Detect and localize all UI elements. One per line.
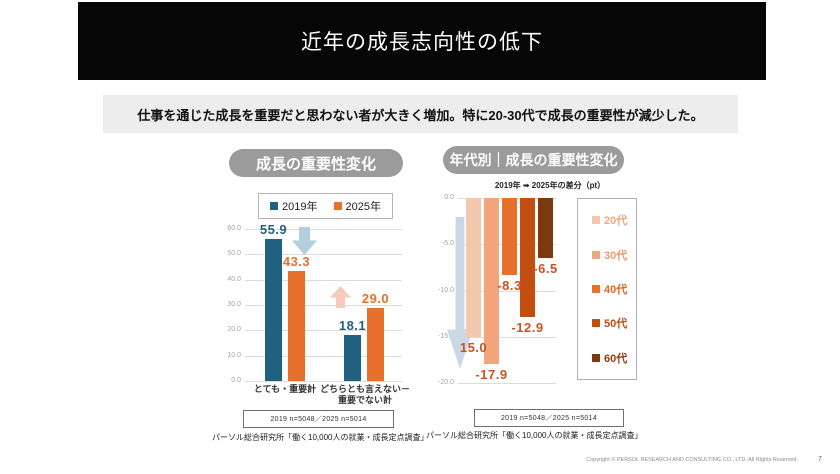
- legend-swatch: [333, 202, 342, 210]
- y-tick-label: 40.0: [227, 275, 241, 283]
- slide-header: 近年の成長志向性の低下: [78, 2, 766, 80]
- legend-item: 30代: [592, 247, 636, 263]
- chart-b-sample-note: 2019 n=5048／2025 n=5014: [474, 409, 624, 427]
- gridline: [245, 279, 402, 281]
- legend-item: 2019年: [270, 198, 318, 214]
- legend-swatch: [592, 353, 600, 362]
- bar-2019年: [344, 335, 361, 381]
- legend-label: 50代: [604, 318, 628, 331]
- chart-b-source: パーソル総合研究所「働く10,000人の就業・成長定点調査」: [426, 431, 643, 440]
- category-label: とても・重要計: [253, 384, 317, 394]
- gridline: [245, 229, 402, 230]
- chart-a-plot: 60.0 50.0 40.0 30.0 20.0 10.0 0.0 55.9 18.1 43.3 2…: [227, 222, 410, 405]
- value-label: -8.3: [497, 277, 522, 293]
- value-label: 15.0: [459, 339, 488, 355]
- gridline: [245, 305, 402, 306]
- value-label: 18.1: [338, 318, 367, 334]
- legend-swatch: [592, 284, 600, 293]
- y-tick-label: 10.0: [227, 351, 241, 359]
- bar-30代: [484, 198, 499, 364]
- decrease-arrow-icon: [292, 227, 317, 255]
- y-tick-label: 60.0: [227, 225, 241, 232]
- value-label: 43.3: [282, 254, 311, 270]
- chart-a-title-pill: 成長の重要性変化: [229, 149, 403, 177]
- value-label: -6.5: [533, 261, 558, 277]
- bar-2025年: [367, 307, 384, 381]
- value-label: -12.9: [511, 320, 544, 336]
- y-tick-label: 30.0: [227, 301, 241, 308]
- y-tick-label: 0.0: [231, 377, 241, 384]
- legend-item: 2025年: [333, 198, 381, 214]
- legend-swatch: [592, 216, 600, 225]
- gridline: [245, 330, 402, 332]
- y-tick-label: 20.0: [227, 326, 241, 334]
- bar-20代: [466, 198, 481, 337]
- legend-label: 40代: [604, 283, 628, 296]
- y-tick-label: -10.0: [438, 286, 454, 294]
- legend-swatch: [270, 202, 279, 210]
- gridline: [458, 336, 556, 338]
- chart-a-source: パーソル総合研究所「働く10,000人の就業・成長定点調査」: [212, 433, 429, 442]
- bar-40代: [502, 198, 517, 275]
- y-tick-label: -20.0: [438, 379, 454, 386]
- chart-b-subtitle: 2019年 ➡ 2025年の差分（pt）: [494, 181, 606, 190]
- value-label: 29.0: [361, 290, 390, 306]
- bar-2019年: [265, 239, 282, 381]
- chart-a-sample-note: 2019 n=5048／2025 n=5014: [243, 410, 394, 428]
- legend-label: 2019年: [282, 201, 318, 213]
- y-tick-label: -15.0: [438, 332, 454, 340]
- legend-label: 2025年: [345, 201, 381, 213]
- gridline: [245, 355, 402, 357]
- gridline: [458, 383, 556, 384]
- copyright-text: Copyright © PERSOL RESEARCH AND CONSULTI…: [586, 457, 798, 463]
- legend-label: 60代: [604, 352, 628, 365]
- slide-title: 近年の成長志向性の低下: [301, 31, 543, 54]
- chart-b-title-pill: 年代別｜成長の重要性変化: [443, 146, 624, 174]
- y-tick-label: 0.0: [444, 194, 454, 201]
- gridline: [245, 381, 402, 382]
- value-label: -17.9: [475, 366, 508, 382]
- bar-2025年: [288, 271, 305, 381]
- legend-item: 60代: [592, 350, 636, 366]
- bar-50代: [520, 198, 535, 318]
- key-message-banner: 仕事を通じた成長を重要だと思わない者が大きく増加。特に20-30代で成長の重要性…: [103, 95, 738, 133]
- chart-a-legend: 2019年 2025年: [258, 193, 393, 219]
- legend-swatch: [592, 250, 600, 259]
- legend-item: 20代: [592, 212, 636, 228]
- legend-swatch: [592, 319, 600, 328]
- legend-label: 20代: [604, 215, 628, 228]
- legend-item: 40代: [592, 281, 636, 297]
- y-tick-label: -5.0: [441, 240, 454, 248]
- chart-b-plot: 0.0 -5.0 -10.0 -15.0 -20.0 15.0 -17.9 -8.3 -12.9…: [438, 194, 557, 386]
- legend-label: 30代: [604, 249, 628, 262]
- page-number: 7: [818, 456, 822, 463]
- gridline: [245, 254, 402, 256]
- bar-60代: [538, 198, 553, 259]
- y-tick-label: 50.0: [227, 250, 241, 258]
- gridline: [458, 290, 556, 292]
- category-label: どちらとも言えない－ 重要でない計: [319, 384, 410, 405]
- value-label: 55.9: [259, 222, 288, 238]
- legend-item: 50代: [592, 315, 636, 331]
- chart-b-legend: 20代 30代 40代 50代 60代: [577, 198, 637, 380]
